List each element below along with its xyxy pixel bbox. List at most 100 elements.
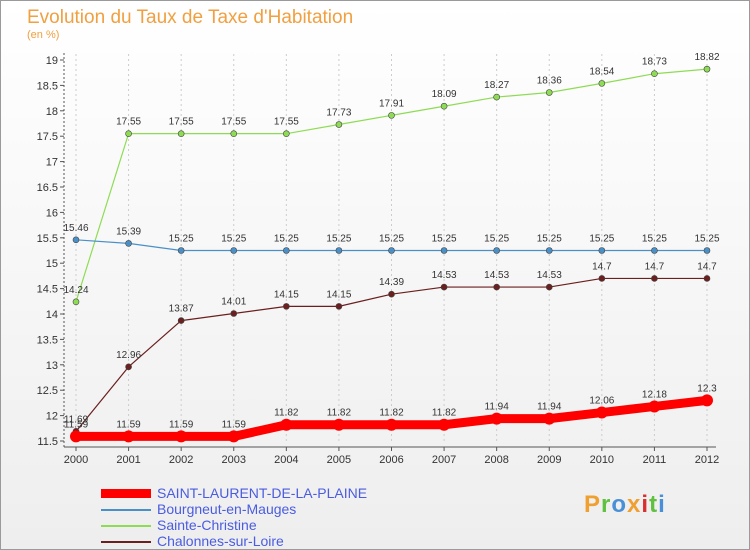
data-label: 15.25	[169, 234, 194, 245]
logo-letter: i	[658, 491, 666, 518]
data-label: 18.54	[589, 66, 614, 77]
y-tick-label: 18.5	[37, 80, 58, 92]
data-point	[490, 412, 503, 425]
data-label: 15.25	[221, 234, 246, 245]
data-label: 11.82	[274, 408, 299, 419]
y-tick-label: 17.5	[37, 131, 58, 143]
x-tick-label: 2006	[379, 454, 403, 466]
data-point	[651, 275, 658, 282]
data-label: 11.94	[485, 402, 510, 413]
data-point	[543, 412, 556, 425]
data-label: 18.36	[537, 76, 562, 87]
data-point	[125, 130, 132, 137]
legend-swatch	[101, 525, 151, 527]
data-label: 17.55	[274, 117, 299, 128]
data-point	[545, 247, 553, 254]
data-label: 17.55	[169, 117, 194, 128]
data-point	[388, 247, 395, 254]
data-point	[440, 247, 448, 254]
data-point	[177, 130, 185, 137]
data-point	[703, 247, 711, 254]
legend-swatch	[101, 541, 151, 543]
data-label: 11.59	[222, 419, 247, 430]
data-label: 14.15	[274, 289, 299, 300]
data-label: 17.55	[116, 117, 141, 128]
data-point	[493, 93, 500, 101]
legend-label: Sainte-Christine	[157, 517, 257, 533]
data-label: 15.46	[63, 223, 88, 234]
data-point	[651, 70, 658, 78]
data-point	[280, 418, 293, 431]
data-label: 12.96	[116, 350, 141, 361]
data-point	[385, 418, 398, 431]
legend: SAINT-LAURENT-DE-LA-PLAINE Bourgneut-en-M…	[101, 485, 401, 549]
chart-subtitle: (en %)	[27, 29, 60, 41]
legend-item: Bourgneut-en-Mauges	[101, 501, 401, 517]
data-label: 14.53	[537, 270, 562, 281]
y-tick-label: 12	[46, 411, 58, 423]
data-point	[493, 283, 500, 291]
data-point	[595, 406, 608, 419]
data-point	[70, 430, 82, 443]
y-tick-label: 12.5	[37, 385, 58, 397]
y-tick-label: 13	[46, 360, 58, 372]
data-label: 17.91	[379, 98, 404, 109]
legend-label: Chalonnes-sur-Loire	[157, 533, 284, 549]
legend-swatch	[101, 489, 151, 498]
data-point	[332, 418, 345, 431]
data-label: 14.01	[221, 296, 246, 307]
x-tick-label: 2000	[64, 454, 88, 466]
data-label: 14.15	[326, 289, 351, 300]
logo-letter: t	[649, 491, 659, 518]
data-label: 15.25	[484, 234, 509, 245]
x-tick-label: 2005	[327, 454, 351, 466]
proxiti-logo: Proxiti	[584, 491, 666, 519]
y-tick-label: 19	[46, 55, 58, 67]
legend-item: SAINT-LAURENT-DE-LA-PLAINE	[101, 485, 401, 501]
data-point	[545, 283, 553, 291]
data-point	[438, 418, 451, 431]
y-tick-label: 16.5	[37, 182, 58, 194]
data-label: 15.25	[326, 234, 351, 245]
data-label: 14.7	[592, 261, 612, 272]
data-label: 14.7	[697, 261, 717, 272]
data-point	[388, 112, 395, 119]
data-point	[335, 303, 343, 310]
legend-item: Chalonnes-sur-Loire	[101, 533, 401, 549]
data-labels: 14.24 17.55 17.55 17.55 17.55 17.73 17.91 18.09…	[63, 52, 719, 430]
data-point	[230, 130, 238, 137]
data-point	[230, 247, 238, 254]
data-label: 15.25	[642, 234, 667, 245]
data-point	[440, 102, 448, 110]
y-tick-label: 11.5	[37, 436, 58, 448]
data-label: 13.87	[169, 304, 194, 315]
data-point	[703, 275, 711, 282]
data-label: 14.7	[645, 261, 665, 272]
data-label: 12.18	[642, 389, 667, 400]
data-point	[72, 298, 80, 306]
data-label: 11.59	[64, 419, 89, 430]
x-tick-label: 2004	[274, 454, 298, 466]
data-point	[177, 247, 185, 254]
x-tick-label: 2002	[169, 454, 193, 466]
x-tick-label: 2003	[222, 454, 246, 466]
data-point	[651, 247, 658, 254]
data-label: 18.73	[642, 57, 667, 68]
data-point	[703, 65, 711, 73]
data-label: 11.82	[432, 408, 457, 419]
x-tick-label: 2001	[116, 454, 140, 466]
chart-title: Evolution du Taux de Taxe d'Habitation	[27, 7, 354, 28]
y-tick-label: 18	[46, 106, 58, 118]
logo-letter: P	[584, 491, 602, 518]
data-point	[227, 430, 240, 443]
data-point	[177, 317, 185, 324]
data-point	[440, 283, 448, 291]
legend-label: SAINT-LAURENT-DE-LA-PLAINE	[157, 485, 368, 501]
data-point	[648, 400, 661, 413]
legend-label: Bourgneut-en-Mauges	[157, 501, 297, 517]
y-tick-label: 15	[46, 258, 58, 270]
logo-letter: o	[611, 491, 628, 518]
data-label: 14.24	[63, 285, 88, 296]
data-label: 12.06	[589, 396, 614, 407]
